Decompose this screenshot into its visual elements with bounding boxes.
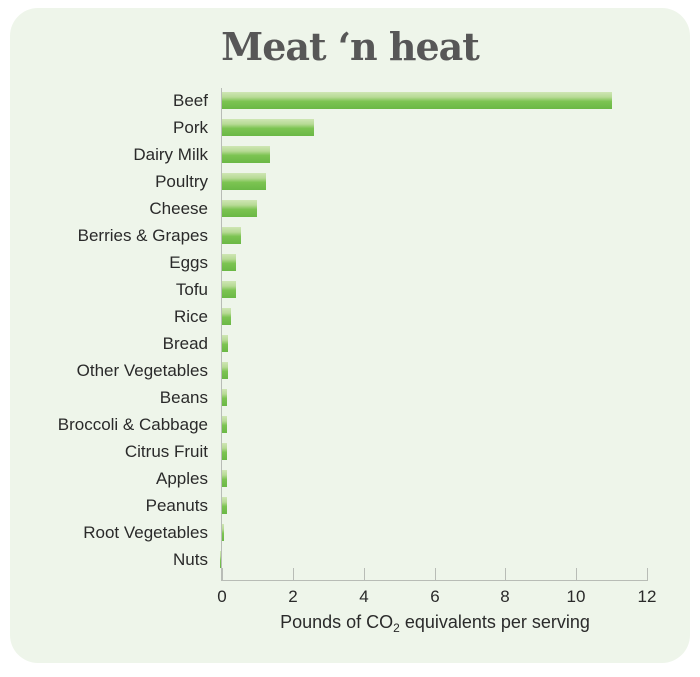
category-label: Peanuts <box>145 496 208 515</box>
x-tick <box>647 568 648 580</box>
x-tick-label: 0 <box>217 587 227 606</box>
bar <box>222 227 242 244</box>
bar <box>222 389 228 406</box>
chart-card <box>10 8 690 663</box>
bar <box>222 146 271 163</box>
x-axis-line <box>221 580 648 581</box>
category-label: Cheese <box>149 199 208 218</box>
x-tick-label: 10 <box>566 587 586 606</box>
category-label: Broccoli & Cabbage <box>57 415 208 434</box>
bar <box>222 416 228 433</box>
x-axis-label-subscript: 2 <box>393 621 400 635</box>
x-axis-label: Pounds of CO2 equivalents per serving <box>222 612 648 635</box>
bar <box>222 470 227 487</box>
category-label: Beef <box>173 91 208 110</box>
category-label: Beans <box>159 388 208 407</box>
category-label: Rice <box>173 307 208 326</box>
bar <box>222 335 229 352</box>
y-axis-line <box>221 88 222 580</box>
bar <box>222 173 266 190</box>
bar <box>222 254 237 271</box>
bar <box>222 362 228 379</box>
x-axis-label-part: equivalents per serving <box>399 612 590 632</box>
x-tick-label: 2 <box>288 587 298 606</box>
x-tick-label: 4 <box>359 587 369 606</box>
x-tick <box>505 568 506 580</box>
x-tick <box>364 568 365 580</box>
category-label: Tofu <box>175 280 208 299</box>
x-tick <box>576 568 577 580</box>
bar <box>222 497 227 514</box>
category-label: Citrus Fruit <box>124 442 208 461</box>
category-label: Pork <box>173 118 208 137</box>
x-tick <box>293 568 294 580</box>
bar <box>222 281 237 298</box>
category-label: Other Vegetables <box>76 361 208 380</box>
category-label: Berries & Grapes <box>77 226 208 245</box>
x-tick <box>222 568 223 580</box>
category-label: Eggs <box>169 253 208 272</box>
x-tick-label: 12 <box>637 587 657 606</box>
bar <box>222 200 258 217</box>
category-label: Apples <box>156 469 208 488</box>
bar <box>222 524 225 541</box>
bar <box>222 308 232 325</box>
bar <box>222 92 612 109</box>
x-tick-label: 8 <box>500 587 510 606</box>
x-tick-label: 6 <box>430 587 440 606</box>
bar <box>222 443 227 460</box>
category-label: Dairy Milk <box>133 145 208 164</box>
x-axis-label-part: Pounds of CO <box>280 612 394 632</box>
category-label: Root Vegetables <box>83 523 208 542</box>
x-tick <box>435 568 436 580</box>
category-label: Nuts <box>173 550 208 569</box>
chart-title: Meat ‘n heat <box>221 24 480 69</box>
bar <box>222 119 315 136</box>
category-label: Poultry <box>155 172 208 191</box>
category-label: Bread <box>162 334 208 353</box>
